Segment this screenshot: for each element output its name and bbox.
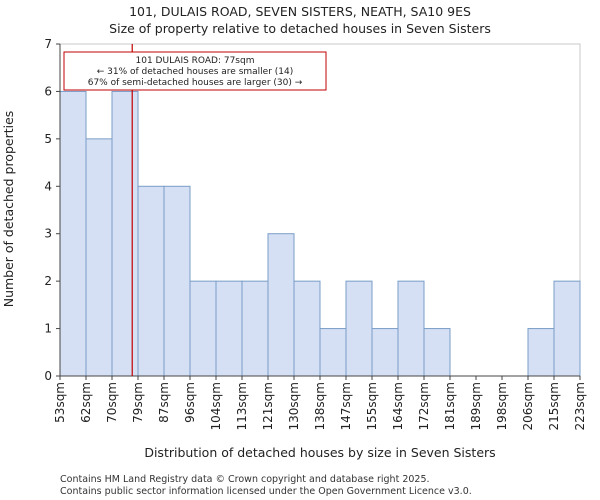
x-tick-label: 155sqm <box>365 382 379 430</box>
y-tick-label: 0 <box>44 369 52 383</box>
y-tick-label: 4 <box>44 179 52 193</box>
annotation-box <box>63 51 327 91</box>
x-tick-label: 164sqm <box>391 382 405 430</box>
x-axis-title: Distribution of detached houses by size … <box>144 445 495 460</box>
x-tick-label: 130sqm <box>287 382 301 430</box>
footer-line2: Contains public sector information licen… <box>60 486 472 497</box>
annotation-line2: ← 31% of detached houses are smaller (14… <box>97 67 294 77</box>
x-tick-label: 53sqm <box>53 382 67 423</box>
y-tick-label: 1 <box>44 322 52 336</box>
y-tick-label: 2 <box>44 274 52 288</box>
bar <box>85 138 113 377</box>
x-tick-label: 198sqm <box>495 382 509 430</box>
x-tick-label: 79sqm <box>131 382 145 423</box>
x-tick-label: 70sqm <box>105 382 119 423</box>
annotation-line3: 67% of semi-detached houses are larger (… <box>88 78 303 88</box>
bar <box>553 280 581 377</box>
y-axis-title: Number of detached properties <box>1 111 16 308</box>
bar <box>527 328 555 377</box>
y-tick-label: 7 <box>44 37 52 51</box>
x-tick-label: 96sqm <box>183 382 197 423</box>
x-tick-label: 172sqm <box>417 382 431 430</box>
bar <box>163 185 191 377</box>
x-tick-label: 181sqm <box>443 382 457 430</box>
chart-title-line1: 101, DULAIS ROAD, SEVEN SISTERS, NEATH, … <box>129 4 471 19</box>
annotation-line1: 101 DULAIS ROAD: 77sqm <box>136 56 255 66</box>
bar <box>423 328 451 377</box>
bar <box>59 90 87 377</box>
x-tick-label: 223sqm <box>573 382 587 430</box>
bar <box>345 280 373 377</box>
bar <box>371 328 399 377</box>
bar <box>215 280 243 377</box>
plot-area: 0 1 2 3 4 5 6 7 53sqm 62sqm 70sqm 79sqm 87sqm 96sqm 10… <box>44 37 587 430</box>
chart-title-line2: Size of property relative to detached ho… <box>109 21 491 36</box>
x-tick-label: 138sqm <box>313 382 327 430</box>
bar <box>397 280 425 377</box>
bar <box>111 90 139 377</box>
x-tick-label: 189sqm <box>469 382 483 430</box>
y-tick-label: 5 <box>44 132 52 146</box>
x-tick-label: 87sqm <box>157 382 171 423</box>
bar <box>293 280 321 377</box>
x-tick-label: 147sqm <box>339 382 353 430</box>
x-tick-label: 62sqm <box>79 382 93 423</box>
footer-line1: Contains HM Land Registry data © Crown c… <box>60 474 430 485</box>
x-tick-label: 215sqm <box>547 382 561 430</box>
bar <box>319 328 347 377</box>
bar <box>137 185 165 377</box>
x-tick-label: 104sqm <box>209 382 223 430</box>
y-tick-label: 6 <box>44 84 52 98</box>
bar <box>189 280 217 377</box>
x-tick-label: 113sqm <box>235 382 249 430</box>
x-tick-label: 121sqm <box>261 382 275 430</box>
y-tick-label: 3 <box>44 227 52 241</box>
bar <box>241 280 269 377</box>
bar <box>267 233 295 377</box>
x-tick-label: 206sqm <box>521 382 535 430</box>
